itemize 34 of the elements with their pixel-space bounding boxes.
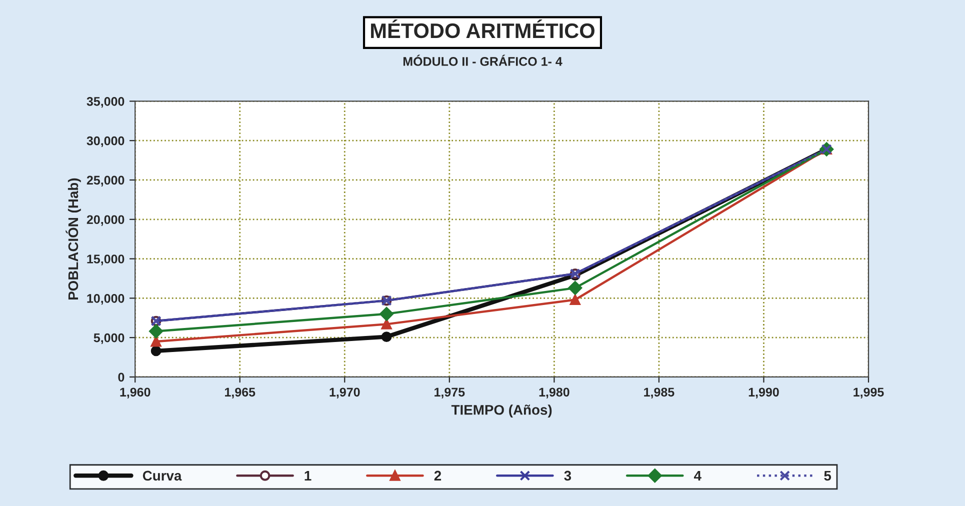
x-axis-title: TIEMPO (Años)	[451, 404, 552, 418]
chart-subtitle: MÓDULO II - GRÁFICO 1- 4	[403, 54, 562, 66]
y-tick-label: 30,000	[86, 136, 124, 148]
x-tick-label: 1,985	[644, 388, 674, 398]
y-tick-label: 5,000	[94, 333, 124, 344]
legend-label: 1	[304, 470, 312, 480]
x-tick-label: 1,990	[748, 388, 779, 398]
y-axis-title: POBLACIÓN (Hab)	[66, 178, 81, 300]
y-tick-label: 0	[118, 372, 124, 382]
point	[381, 318, 392, 330]
point	[150, 346, 162, 356]
x-tick-label: 1,970	[330, 388, 360, 398]
point	[568, 281, 582, 295]
point	[149, 324, 163, 338]
point	[570, 294, 580, 305]
legend-label: 3	[564, 470, 572, 481]
x-tick-label: 1,965	[225, 388, 256, 398]
point	[150, 336, 162, 347]
x-tick-label: 1,995	[854, 388, 884, 398]
x-tick-label: 1,980	[539, 388, 570, 398]
y-tick-label: 35,000	[86, 97, 124, 108]
chart-title: MÉTODO ARITMÉTICO	[371, 19, 594, 38]
legend-label: Curva	[142, 470, 182, 481]
point	[381, 332, 392, 342]
x-tick-label: 1,975	[434, 388, 465, 398]
legend-label: 2	[434, 470, 442, 480]
point	[380, 307, 394, 321]
legend-label: 5	[824, 470, 832, 481]
y-tick-label: 25,000	[86, 176, 124, 186]
y-tick-label: 10,000	[87, 294, 124, 305]
y-tick-label: 15,000	[87, 254, 124, 266]
legend-label: 4	[694, 470, 702, 480]
x-tick-label: 1,960	[120, 388, 150, 398]
y-tick-label: 20,000	[86, 215, 124, 226]
